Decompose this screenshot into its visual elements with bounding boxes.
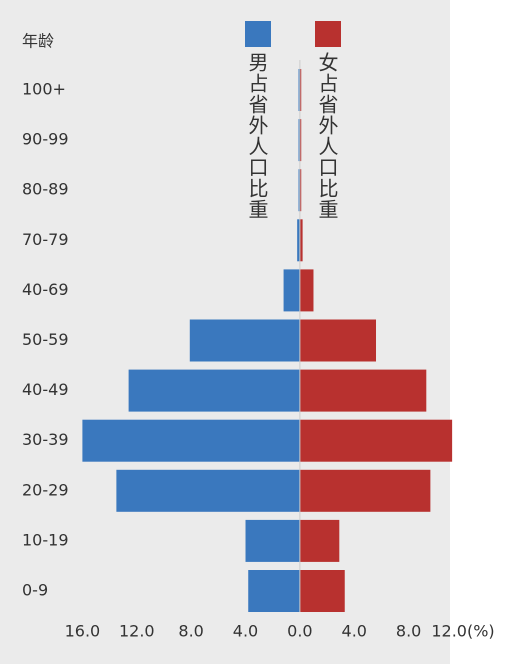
y-tick-label: 80-89: [22, 180, 69, 199]
bar: [299, 469, 431, 512]
legend-label: 男占省外人口比重: [245, 52, 269, 220]
bar: [299, 570, 345, 612]
legend-swatch: [245, 21, 271, 47]
bar: [299, 269, 314, 312]
bar: [299, 69, 302, 111]
y-tick-label: 70-79: [22, 230, 69, 249]
y-tick-label: 100+: [22, 80, 66, 99]
y-tick-label: 40-49: [22, 380, 69, 399]
bar: [298, 169, 300, 212]
bar: [298, 69, 300, 111]
x-tick-label: 8.0: [396, 622, 421, 641]
y-tick-label: 40-69: [22, 280, 69, 299]
bar: [283, 269, 300, 312]
x-tick-label: 4.0: [233, 622, 258, 641]
y-tick-label: 50-59: [22, 330, 69, 349]
bar: [248, 570, 300, 612]
bar: [189, 319, 300, 362]
bar: [299, 119, 302, 162]
legend-swatch: [315, 21, 341, 47]
x-tick-label: 16.0: [65, 622, 101, 641]
y-tick-label: 0-9: [22, 581, 48, 600]
x-tick-label: 8.0: [178, 622, 203, 641]
bar: [299, 319, 377, 362]
x-tick-label: 0.0: [287, 622, 312, 641]
y-tick-label: 90-99: [22, 130, 69, 149]
legend-label: 女占省外人口比重: [315, 52, 339, 220]
y-axis-title: 年龄: [22, 32, 54, 51]
bar: [128, 369, 300, 412]
bar: [299, 369, 427, 412]
x-tick-label: 12.0(%): [431, 622, 494, 641]
bar: [298, 119, 300, 162]
y-tick-label: 10-19: [22, 530, 69, 549]
y-tick-label: 30-39: [22, 430, 69, 449]
bar: [297, 219, 300, 262]
bar: [116, 469, 300, 512]
x-tick-label: 4.0: [342, 622, 367, 641]
bar: [82, 419, 300, 462]
x-tick-label: 12.0: [119, 622, 155, 641]
bar: [299, 519, 340, 562]
bar: [245, 519, 300, 562]
y-tick-label: 20-29: [22, 480, 69, 499]
bar: [299, 419, 453, 462]
bar: [299, 219, 303, 262]
bar: [299, 169, 302, 212]
